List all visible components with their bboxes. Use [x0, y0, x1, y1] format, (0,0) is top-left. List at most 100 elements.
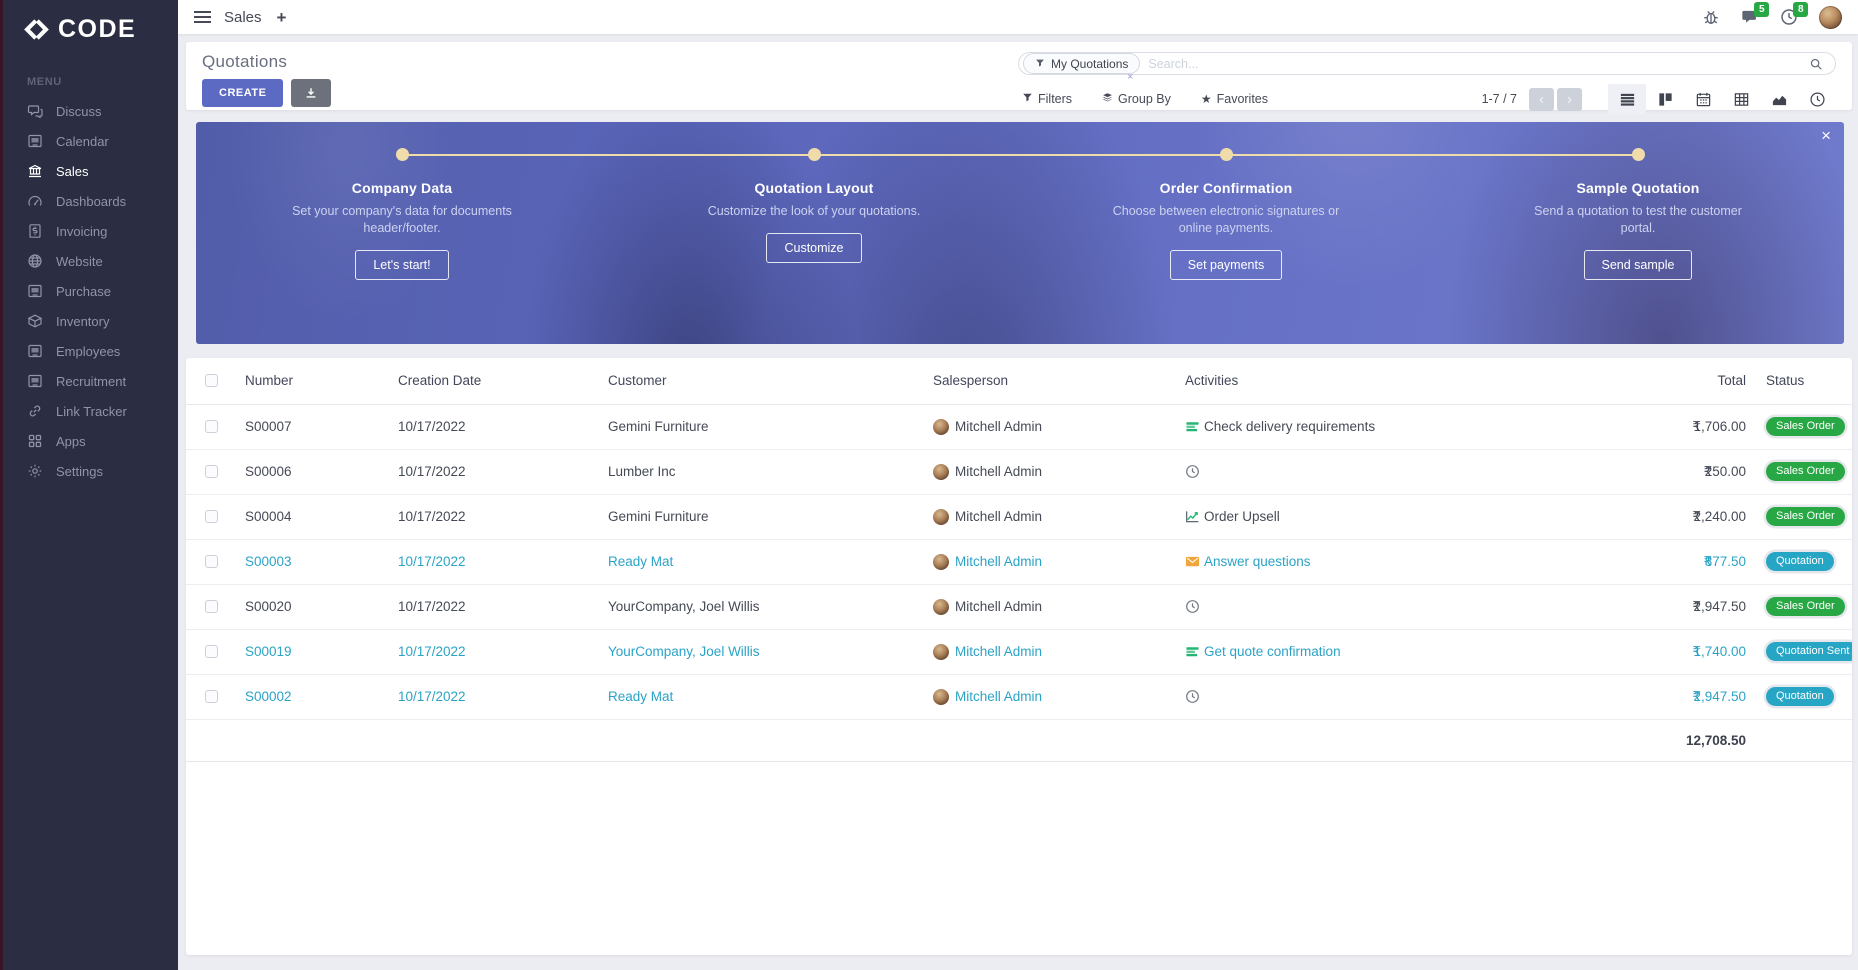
column-header-activities[interactable]: Activities — [1170, 358, 1610, 405]
row-checkbox[interactable] — [205, 555, 218, 568]
sidebar-item-purchase[interactable]: Purchase — [3, 276, 178, 306]
search-facet-my-quotations[interactable]: My Quotations × — [1023, 53, 1141, 83]
sidebar-item-invoicing[interactable]: Invoicing — [3, 216, 178, 246]
column-header-total[interactable]: Total — [1610, 358, 1746, 405]
activity-label: Order Upsell — [1204, 509, 1280, 524]
activity-label: Check delivery requirements — [1204, 419, 1376, 434]
sidebar-item-website[interactable]: Website — [3, 246, 178, 276]
cell-activities[interactable] — [1170, 584, 1610, 630]
row-checkbox[interactable] — [205, 420, 218, 433]
brand-logo[interactable]: CODE — [3, 0, 178, 44]
cell-salesperson: Mitchell Admin — [918, 584, 1170, 630]
cell-salesperson: Mitchell Admin — [918, 674, 1170, 720]
cell-activities[interactable] — [1170, 674, 1610, 720]
graph-view-icon[interactable] — [1760, 84, 1798, 114]
select-all-checkbox[interactable] — [205, 374, 218, 388]
remove-facet-icon[interactable]: × — [1126, 71, 1134, 83]
cell-customer: Lumber Inc — [593, 449, 918, 495]
sidebar-item-discuss[interactable]: Discuss — [3, 96, 178, 126]
group-by-button[interactable]: Group By — [1102, 92, 1171, 106]
messages-button[interactable]: 5 — [1741, 2, 1769, 26]
quotation-row-s00002[interactable]: S00002 10/17/2022 Ready Mat Mitchell Admin ₹… — [186, 674, 1852, 720]
step-description: Send a quotation to test the customer po… — [1534, 204, 1742, 235]
quotation-row-s00007[interactable]: S00007 10/17/2022 Gemini Furniture Mitchell… — [186, 404, 1852, 450]
sidebar-item-label: Invoicing — [56, 223, 108, 239]
sidebar-item-settings[interactable]: Settings — [3, 456, 178, 486]
cell-activities[interactable] — [1170, 449, 1610, 495]
recruitment-icon — [27, 373, 43, 389]
activity-view-icon[interactable] — [1798, 84, 1836, 114]
brand-name: CODE — [58, 15, 137, 43]
search-facet-label: My Quotations — [1051, 56, 1129, 71]
user-avatar[interactable] — [1819, 5, 1842, 29]
cell-activities[interactable]: Answer questions — [1170, 539, 1610, 585]
sidebar-item-dashboards[interactable]: Dashboards — [3, 186, 178, 216]
salesperson-name: Mitchell Admin — [955, 509, 1043, 524]
pager-previous-button[interactable]: ‹ — [1529, 87, 1554, 111]
sidebar-item-employees[interactable]: Employees — [3, 336, 178, 366]
row-checkbox[interactable] — [205, 645, 218, 658]
column-header-status[interactable]: Status — [1746, 358, 1852, 405]
sidebar-item-label: Sales — [56, 163, 89, 179]
column-header-customer[interactable]: Customer — [593, 358, 918, 405]
sidebar: CODE MENU Discuss Calendar Sales Dashboards… — [0, 0, 178, 970]
cell-total: ₹877.50 — [1610, 539, 1746, 585]
debug-bug-icon[interactable] — [1702, 8, 1720, 26]
quotation-row-s00006[interactable]: S00006 10/17/2022 Lumber Inc Mitchell Admin… — [186, 449, 1852, 495]
cell-activities[interactable]: Check delivery requirements — [1170, 404, 1610, 450]
row-checkbox[interactable] — [205, 510, 218, 523]
list-view-icon[interactable] — [1608, 84, 1646, 114]
step-action-button[interactable]: Set payments — [1169, 249, 1283, 280]
column-header-creation-date[interactable]: Creation Date — [383, 358, 593, 405]
currency-symbol: ₹ — [1692, 598, 1701, 614]
step-description: Customize the look of your quotations. — [707, 204, 921, 218]
sidebar-nav: Discuss Calendar Sales Dashboards Invoicing W… — [3, 96, 178, 486]
sidebar-item-inventory[interactable]: Inventory — [3, 306, 178, 336]
navbar-systray: 5 8 — [1702, 2, 1842, 29]
timeline-dot — [1631, 148, 1645, 161]
pager-next-button[interactable]: › — [1557, 87, 1582, 111]
total-amount: 2,947.50 — [1693, 688, 1746, 704]
column-header-salesperson[interactable]: Salesperson — [918, 358, 1170, 405]
current-app-title[interactable]: Sales — [224, 8, 262, 26]
banner-close-icon[interactable]: × — [1821, 126, 1831, 145]
quotation-row-s00020[interactable]: S00020 10/17/2022 YourCompany, Joel Willis… — [186, 584, 1852, 630]
row-checkbox[interactable] — [205, 690, 218, 703]
row-checkbox[interactable] — [205, 465, 218, 478]
cell-status: Sales Order — [1746, 584, 1852, 630]
step-title: Company Data — [351, 180, 453, 196]
status-badge: Sales Order — [1766, 597, 1845, 616]
step-title: Sample Quotation — [1576, 180, 1700, 196]
pivot-view-icon[interactable] — [1722, 84, 1760, 114]
sidebar-item-recruitment[interactable]: Recruitment — [3, 366, 178, 396]
quotation-row-s00003[interactable]: S00003 10/17/2022 Ready Mat Mitchell Admin A… — [186, 539, 1852, 585]
cell-activities[interactable]: Order Upsell — [1170, 494, 1610, 540]
column-header-number[interactable]: Number — [230, 358, 383, 405]
add-tab-button[interactable]: + — [276, 7, 287, 27]
search-bar[interactable]: My Quotations × Search... — [1018, 52, 1836, 83]
step-action-button[interactable]: Send sample — [1583, 249, 1693, 280]
dashboards-icon — [27, 193, 43, 209]
menu-toggle-icon[interactable] — [194, 8, 211, 26]
quotation-row-s00019[interactable]: S00019 10/17/2022 YourCompany, Joel Willis… — [186, 629, 1852, 675]
filters-button[interactable]: Filters — [1022, 92, 1072, 106]
create-button[interactable]: CREATE — [202, 79, 284, 107]
calendar-view-icon[interactable] — [1684, 84, 1722, 114]
favorites-button[interactable]: ★ Favorites — [1200, 92, 1269, 106]
activities-button[interactable]: 8 — [1780, 2, 1808, 26]
row-checkbox[interactable] — [205, 600, 218, 613]
step-action-button[interactable]: Let's start! — [355, 249, 449, 280]
sidebar-item-link-tracker[interactable]: Link Tracker — [3, 396, 178, 426]
cell-customer: Ready Mat — [593, 674, 918, 720]
quotation-row-s00004[interactable]: S00004 10/17/2022 Gemini Furniture Mitchell… — [186, 494, 1852, 540]
sidebar-item-apps[interactable]: Apps — [3, 426, 178, 456]
salesperson-avatar — [933, 598, 949, 615]
search-icon[interactable] — [1809, 57, 1823, 71]
import-button[interactable] — [291, 79, 332, 107]
kanban-view-icon[interactable] — [1646, 84, 1684, 114]
sidebar-item-sales[interactable]: Sales — [3, 156, 178, 186]
sidebar-item-calendar[interactable]: Calendar — [3, 126, 178, 156]
step-action-button[interactable]: Customize — [766, 232, 862, 263]
cell-activities[interactable]: Get quote confirmation — [1170, 629, 1610, 675]
